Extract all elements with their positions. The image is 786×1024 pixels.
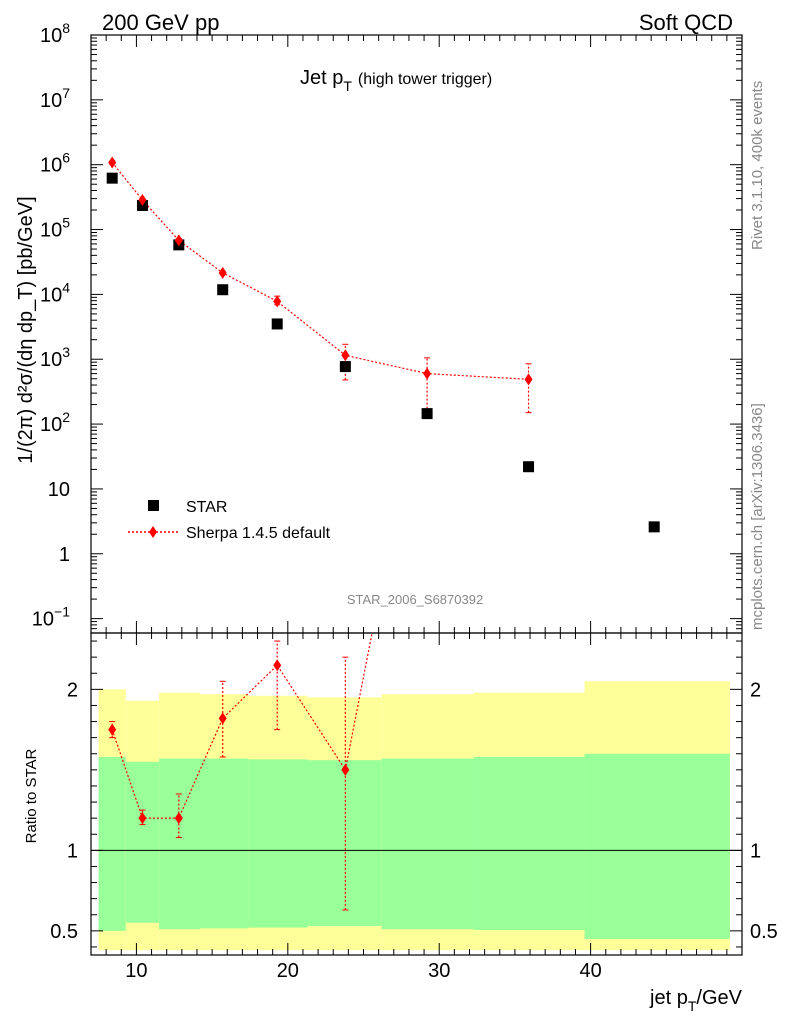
- main-title-subscript: T: [343, 78, 352, 94]
- y-tick-label: 1: [59, 544, 70, 566]
- sherpa-data-point: [138, 194, 147, 207]
- x-axis-label-subscript: T: [688, 998, 697, 1014]
- uncertainty-band-inner: [98, 756, 126, 931]
- ratio-plot-area: 0.5 0.5 1 1 2 2 10 20 30 40: [50, 345, 778, 982]
- sherpa-data-point: [108, 156, 117, 169]
- x-tick-label: 20: [277, 960, 299, 982]
- sherpa-data-point: [423, 367, 432, 380]
- uncertainty-band-inner: [474, 756, 585, 931]
- ratio-y-tick-label-right: 0.5: [750, 921, 778, 943]
- x-tick-label: 10: [125, 960, 147, 982]
- rivet-label: Rivet 3.1.10, 400k events: [749, 81, 766, 250]
- uncertainty-band-inner: [125, 761, 160, 923]
- ratio-y-tick-label: 0.5: [50, 921, 78, 943]
- uncertainty-band-inner: [584, 753, 730, 939]
- uncertainty-band-inner: [248, 759, 308, 928]
- uncertainty-band-inner: [159, 758, 201, 930]
- header-left-label: 200 GeV pp: [102, 10, 219, 35]
- sherpa-data-point: [273, 295, 282, 308]
- y-tick-label: 108: [40, 20, 70, 47]
- y-tick-label: 10−1: [32, 604, 70, 631]
- ratio-y-tick-label: 2: [67, 679, 78, 701]
- ratio-y-tick-label-right: 1: [750, 840, 761, 862]
- x-axis-label: jet pT/GeV: [649, 987, 743, 1014]
- ratio-data-point: [138, 812, 147, 825]
- star-data-point: [106, 172, 118, 184]
- star-data-point: [648, 521, 660, 533]
- ratio-y-tick-label: 1: [67, 840, 78, 862]
- y-tick-label: 10: [48, 479, 70, 501]
- ratio-data-point: [108, 723, 117, 736]
- sherpa-data-point: [218, 266, 227, 279]
- star-data-point: [339, 361, 351, 373]
- sherpa-data-point: [524, 373, 533, 386]
- ratio-data-point: [273, 659, 282, 672]
- ratio-y-axis-label: Ratio to STAR: [23, 748, 40, 843]
- header-right-label: Soft QCD: [639, 10, 733, 35]
- x-tick-label: 30: [428, 960, 450, 982]
- y-tick-label: 103: [40, 344, 70, 371]
- main-title-note: (high tower trigger): [358, 71, 492, 88]
- main-plot-area: 10−1 1 10 102 103 104 105 106 107 108: [32, 20, 743, 634]
- legend-label-sherpa: Sherpa 1.4.5 default: [186, 525, 331, 542]
- sherpa-data-point: [174, 234, 183, 247]
- y-tick-label: 106: [40, 150, 70, 177]
- y-tick-label: 102: [40, 409, 70, 436]
- main-title: Jet pT (high tower trigger): [300, 67, 492, 94]
- y-tick-label: 107: [40, 85, 70, 112]
- x-axis-label-unit: /GeV: [696, 987, 742, 1009]
- y-tick-label: 104: [40, 279, 70, 306]
- uncertainty-band-inner: [200, 758, 249, 929]
- legend-label-star: STAR: [186, 499, 227, 516]
- ratio-y-tick-label-right: 2: [750, 679, 761, 701]
- ratio-data-point: [341, 763, 350, 776]
- uncertainty-band-inner: [381, 758, 475, 930]
- ratio-content: [91, 345, 742, 951]
- uncertainty-band-inner: [307, 760, 382, 927]
- main-y-axis-label: 1/(2π) d²σ/(dη dp_T) [pb/GeV]: [15, 196, 37, 463]
- ratio-data-point: [218, 712, 227, 725]
- legend: STAR Sherpa 1.4.5 default: [128, 499, 331, 542]
- x-tick-label: 40: [579, 960, 601, 982]
- ratio-panel: 0.5 0.5 1 1 2 2 10 20 30 40 Ratio to STAR jet pT/…: [23, 345, 778, 1014]
- star-data-point: [421, 408, 433, 420]
- sherpa-data-point: [341, 349, 350, 362]
- main-frame: [90, 34, 743, 634]
- sherpa-line: [111, 162, 529, 380]
- mcplots-label: mcplots.cern.ch [arXiv:1306.3436]: [749, 403, 766, 630]
- ratio-data-point: [423, 345, 431, 357]
- star-data-point: [271, 318, 283, 330]
- ratio-frame: [90, 632, 743, 956]
- legend-marker-sherpa: [149, 526, 157, 538]
- star-data-point: [217, 284, 229, 296]
- legend-marker-star: [148, 500, 159, 511]
- ratio-data-point: [174, 812, 183, 825]
- star-data-point: [523, 461, 535, 473]
- y-tick-label: 105: [40, 215, 70, 242]
- analysis-watermark: STAR_2006_S6870392: [347, 592, 483, 607]
